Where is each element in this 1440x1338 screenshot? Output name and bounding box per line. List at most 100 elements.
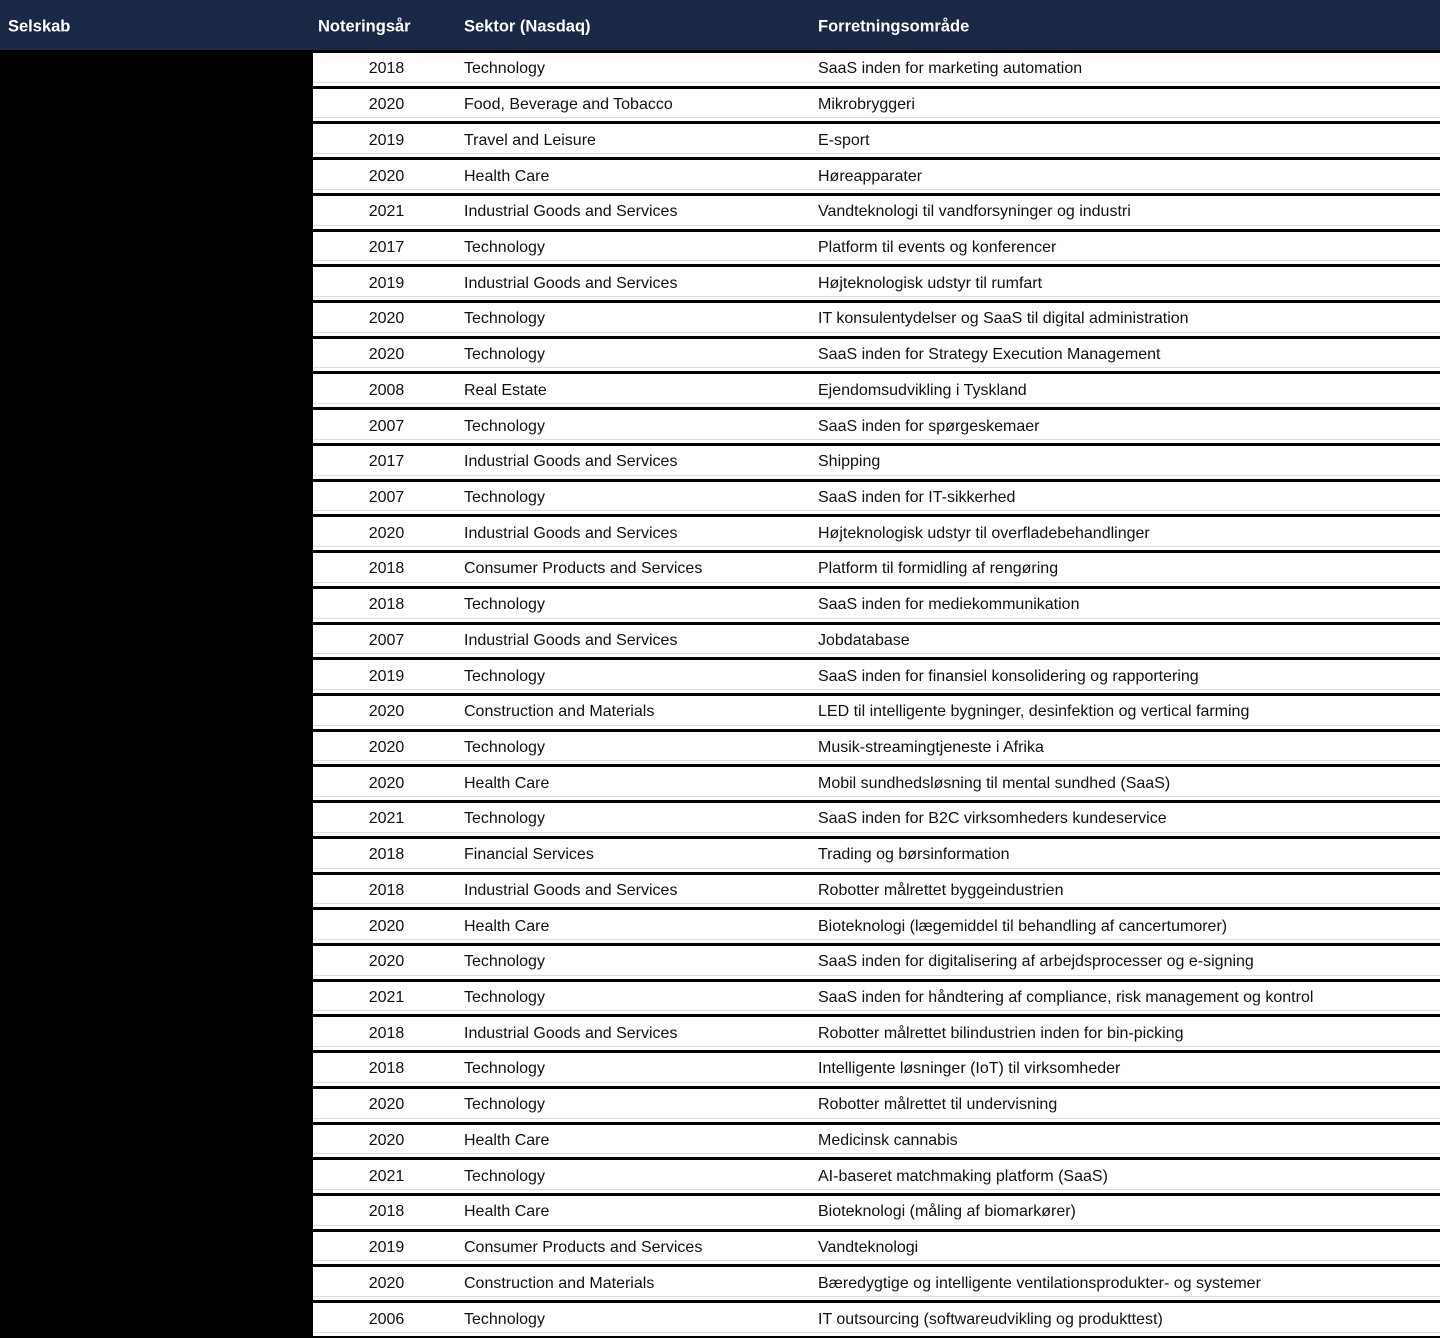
table-row: 2020 Health Care Mobil sundhedsløsning t… bbox=[313, 764, 1440, 801]
cell-sector: Health Care bbox=[464, 1131, 550, 1149]
cell-business-area: Højteknologisk udstyr til rumfart bbox=[818, 274, 1043, 292]
redacted-company-column bbox=[0, 50, 313, 1338]
table-row: 2021 Technology SaaS inden for B2C virks… bbox=[313, 800, 1440, 836]
cell-sector: Travel and Leisure bbox=[464, 131, 596, 149]
cell-business-area: AI-baseret matchmaking platform (SaaS) bbox=[818, 1167, 1108, 1185]
table-row: 2019 Consumer Products and Services Vand… bbox=[313, 1228, 1440, 1265]
cell-sector: Technology bbox=[464, 1310, 545, 1328]
cell-sector: Industrial Goods and Services bbox=[464, 631, 678, 649]
cell-business-area: Robotter målrettet bilindustrien inden f… bbox=[818, 1024, 1184, 1042]
cell-business-area: Robotter målrettet til undervisning bbox=[818, 1096, 1058, 1114]
table-row: 2020 Technology IT konsulentydelser og S… bbox=[313, 300, 1440, 336]
cell-business-area: SaaS inden for marketing automation bbox=[818, 60, 1083, 78]
table-row: 2020 Technology Robotter målrettet til u… bbox=[313, 1085, 1440, 1122]
cell-sector: Industrial Goods and Services bbox=[464, 453, 678, 471]
table-row: 2018 Consumer Products and Services Plat… bbox=[313, 550, 1440, 586]
cell-business-area: Højteknologisk udstyr til overfladebehan… bbox=[818, 524, 1150, 542]
column-header-selskab: Selskab bbox=[8, 17, 71, 36]
cell-sector: Real Estate bbox=[464, 381, 547, 399]
cell-business-area: Mikrobryggeri bbox=[818, 96, 915, 114]
table-row: 2021 Industrial Goods and Services Vandt… bbox=[313, 192, 1440, 229]
table-row: 2020 Construction and Materials Bæredygt… bbox=[313, 1264, 1440, 1301]
cell-sector: Consumer Products and Services bbox=[464, 1239, 703, 1257]
table-row: 2021 Technology SaaS inden for håndterin… bbox=[313, 978, 1440, 1015]
cell-sector: Technology bbox=[464, 346, 545, 364]
cell-sector: Technology bbox=[464, 238, 545, 256]
table-row: 2018 Health Care Bioteknologi (måling af… bbox=[313, 1193, 1440, 1229]
cell-sector: Technology bbox=[464, 310, 545, 328]
table-row: 2008 Real Estate Ejendomsudvikling i Tys… bbox=[313, 371, 1440, 408]
cell-business-area: IT outsourcing (softwareudvikling og pro… bbox=[818, 1310, 1163, 1328]
cell-listing-year: 2020 bbox=[368, 953, 405, 971]
cell-business-area: Intelligente løsninger (IoT) til virksom… bbox=[818, 1060, 1121, 1078]
cell-business-area: SaaS inden for finansiel konsolidering o… bbox=[818, 667, 1199, 685]
cell-business-area: Robotter målrettet byggeindustrien bbox=[818, 881, 1064, 899]
cell-business-area: SaaS inden for IT-sikkerhed bbox=[818, 488, 1016, 506]
cell-listing-year: 2006 bbox=[368, 1310, 405, 1328]
table-row: 2020 Technology SaaS inden for digitalis… bbox=[313, 942, 1440, 979]
cell-business-area: E-sport bbox=[818, 131, 870, 149]
cell-business-area: SaaS inden for mediekommunikation bbox=[818, 596, 1080, 614]
cell-business-area: Trading og børsinformation bbox=[818, 846, 1010, 864]
cell-listing-year: 2007 bbox=[368, 488, 405, 506]
table-row: 2019 Technology SaaS inden for finansiel… bbox=[313, 657, 1440, 693]
cell-sector: Technology bbox=[464, 739, 545, 757]
cell-business-area: Ejendomsudvikling i Tyskland bbox=[818, 381, 1027, 399]
cell-sector: Technology bbox=[464, 810, 545, 828]
cell-listing-year: 2020 bbox=[368, 917, 405, 935]
cell-sector: Industrial Goods and Services bbox=[464, 274, 678, 292]
cell-business-area: Bæredygtige og intelligente ventilations… bbox=[818, 1274, 1261, 1292]
table-row: 2017 Technology Platform til events og k… bbox=[313, 228, 1440, 265]
cell-listing-year: 2020 bbox=[368, 703, 405, 721]
cell-listing-year: 2021 bbox=[368, 810, 405, 828]
cell-sector: Financial Services bbox=[464, 846, 594, 864]
cell-listing-year: 2007 bbox=[368, 631, 405, 649]
cell-sector: Construction and Materials bbox=[464, 703, 655, 721]
cell-listing-year: 2018 bbox=[368, 881, 405, 899]
cell-business-area: Platform til events og konferencer bbox=[818, 238, 1057, 256]
cell-sector: Consumer Products and Services bbox=[464, 560, 703, 578]
cell-listing-year: 2018 bbox=[368, 596, 405, 614]
cell-business-area: SaaS inden for Strategy Execution Manage… bbox=[818, 346, 1161, 364]
cell-sector: Technology bbox=[464, 596, 545, 614]
cell-business-area: Platform til formidling af rengøring bbox=[818, 560, 1059, 578]
cell-business-area: Shipping bbox=[818, 453, 881, 471]
cell-listing-year: 2020 bbox=[368, 1096, 405, 1114]
cell-listing-year: 2018 bbox=[368, 60, 405, 78]
cell-business-area: Høreapparater bbox=[818, 167, 923, 185]
cell-sector: Technology bbox=[464, 989, 545, 1007]
cell-business-area: SaaS inden for B2C virksomheders kundese… bbox=[818, 810, 1167, 828]
cell-business-area: SaaS inden for håndtering af compliance,… bbox=[818, 989, 1314, 1007]
cell-sector: Technology bbox=[464, 60, 545, 78]
cell-business-area: IT konsulentydelser og SaaS til digital … bbox=[818, 310, 1189, 328]
cell-listing-year: 2020 bbox=[368, 96, 405, 114]
table-row: 2021 Technology AI-baseret matchmaking p… bbox=[313, 1157, 1440, 1193]
cell-sector: Health Care bbox=[464, 917, 550, 935]
cell-listing-year: 2020 bbox=[368, 739, 405, 757]
cell-listing-year: 2018 bbox=[368, 846, 405, 864]
cell-sector: Food, Beverage and Tobacco bbox=[464, 96, 673, 114]
cell-sector: Health Care bbox=[464, 774, 550, 792]
cell-listing-year: 2018 bbox=[368, 1203, 405, 1221]
cell-listing-year: 2018 bbox=[368, 1024, 405, 1042]
cell-sector: Technology bbox=[464, 667, 545, 685]
table-header-bar: Selskab Noteringsår Sektor (Nasdaq) Forr… bbox=[0, 0, 1440, 50]
cell-sector: Technology bbox=[464, 1060, 545, 1078]
cell-sector: Industrial Goods and Services bbox=[464, 1024, 678, 1042]
cell-listing-year: 2019 bbox=[368, 131, 405, 149]
cell-business-area: Bioteknologi (måling af biomarkører) bbox=[818, 1203, 1076, 1221]
table-row: 2020 Technology Musik-streamingtjeneste … bbox=[313, 728, 1440, 765]
cell-listing-year: 2021 bbox=[368, 1167, 405, 1185]
cell-sector: Health Care bbox=[464, 167, 550, 185]
cell-sector: Technology bbox=[464, 1096, 545, 1114]
cell-listing-year: 2021 bbox=[368, 989, 405, 1007]
table-row: 2020 Health Care Høreapparater bbox=[313, 157, 1440, 193]
table-rows: 2018 Technology SaaS inden for marketing… bbox=[313, 50, 1440, 1338]
table-row: 2020 Industrial Goods and Services Højte… bbox=[313, 514, 1440, 551]
cell-sector: Technology bbox=[464, 488, 545, 506]
cell-listing-year: 2020 bbox=[368, 524, 405, 542]
cell-listing-year: 2019 bbox=[368, 274, 405, 292]
table-row: 2020 Health Care Bioteknologi (lægemidde… bbox=[313, 907, 1440, 943]
cell-listing-year: 2018 bbox=[368, 1060, 405, 1078]
cell-business-area: Medicinsk cannabis bbox=[818, 1131, 958, 1149]
